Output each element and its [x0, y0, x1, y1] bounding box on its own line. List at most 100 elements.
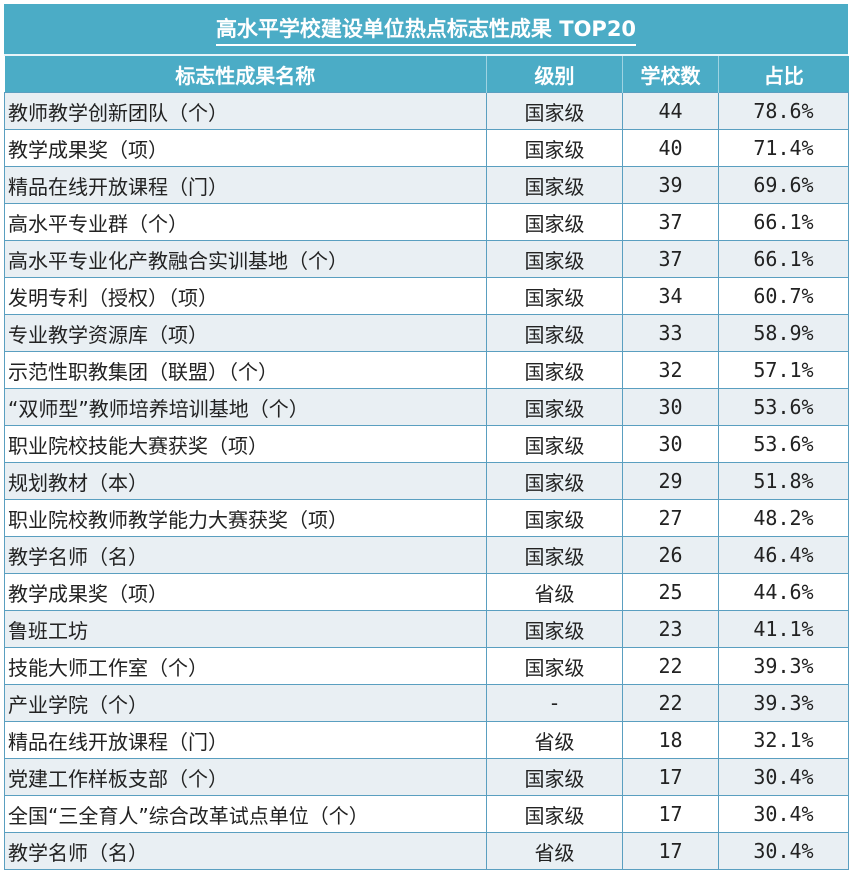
cell-level: 国家级 — [486, 462, 623, 500]
cell-school-count: 17 — [622, 758, 719, 796]
cell-ratio: 51.8% — [718, 462, 849, 500]
table-row: 规划教材（本） 国家级 29 51.8% — [4, 462, 849, 500]
cell-name: 教学名师（名） — [4, 536, 487, 574]
cell-ratio: 48.2% — [718, 499, 849, 537]
cell-ratio: 39.3% — [718, 647, 849, 685]
cell-name: 全国“三全育人”综合改革试点单位（个） — [4, 795, 487, 833]
cell-level: 国家级 — [486, 536, 623, 574]
cell-level: 国家级 — [486, 795, 623, 833]
cell-school-count: 37 — [622, 203, 719, 241]
cell-ratio: 53.6% — [718, 425, 849, 463]
cell-school-count: 30 — [622, 425, 719, 463]
cell-name: 发明专利（授权）（项） — [4, 277, 487, 315]
cell-level: 省级 — [486, 832, 623, 870]
table-row: 专业教学资源库（项） 国家级 33 58.9% — [4, 314, 849, 352]
cell-level: 国家级 — [486, 240, 623, 278]
top20-table-container: 高水平学校建设单位热点标志性成果 TOP20 标志性成果名称 级别 学校数 占比… — [4, 4, 849, 870]
cell-school-count: 22 — [622, 684, 719, 722]
cell-name: 高水平专业化产教融合实训基地（个） — [4, 240, 487, 278]
cell-level: 省级 — [486, 721, 623, 759]
cell-school-count: 44 — [622, 92, 719, 130]
cell-name: 党建工作样板支部（个） — [4, 758, 487, 796]
table-row: 教学成果奖（项） 国家级 40 71.4% — [4, 129, 849, 167]
cell-ratio: 46.4% — [718, 536, 849, 574]
cell-name: 教学成果奖（项） — [4, 129, 487, 167]
header-level: 级别 — [486, 56, 623, 93]
table-row: 精品在线开放课程（门） 省级 18 32.1% — [4, 721, 849, 759]
cell-ratio: 71.4% — [718, 129, 849, 167]
cell-name: 精品在线开放课程（门） — [4, 721, 487, 759]
table-header-row: 标志性成果名称 级别 学校数 占比 — [4, 56, 849, 93]
header-ratio: 占比 — [718, 56, 849, 93]
cell-school-count: 17 — [622, 832, 719, 870]
cell-school-count: 37 — [622, 240, 719, 278]
cell-name: 高水平专业群（个） — [4, 203, 487, 241]
table-row: 发明专利（授权）（项） 国家级 34 60.7% — [4, 277, 849, 315]
cell-school-count: 23 — [622, 610, 719, 648]
cell-ratio: 57.1% — [718, 351, 849, 389]
cell-level: 国家级 — [486, 647, 623, 685]
cell-ratio: 41.1% — [718, 610, 849, 648]
cell-school-count: 29 — [622, 462, 719, 500]
cell-level: 国家级 — [486, 610, 623, 648]
cell-name: 技能大师工作室（个） — [4, 647, 487, 685]
cell-ratio: 30.4% — [718, 795, 849, 833]
cell-name: 教师教学创新团队（个） — [4, 92, 487, 130]
cell-name: 鲁班工坊 — [4, 610, 487, 648]
cell-ratio: 66.1% — [718, 203, 849, 241]
cell-level: 国家级 — [486, 758, 623, 796]
cell-ratio: 69.6% — [718, 166, 849, 204]
table-title: 高水平学校建设单位热点标志性成果 TOP20 — [215, 13, 637, 46]
cell-name: 示范性职教集团（联盟）（个） — [4, 351, 487, 389]
cell-school-count: 32 — [622, 351, 719, 389]
cell-school-count: 17 — [622, 795, 719, 833]
cell-level: 省级 — [486, 573, 623, 611]
cell-level: 国家级 — [486, 129, 623, 167]
cell-school-count: 30 — [622, 388, 719, 426]
table-row: 鲁班工坊 国家级 23 41.1% — [4, 610, 849, 648]
cell-school-count: 33 — [622, 314, 719, 352]
table-row: 教学名师（名） 国家级 26 46.4% — [4, 536, 849, 574]
cell-ratio: 58.9% — [718, 314, 849, 352]
cell-name: 职业院校教师教学能力大赛获奖（项） — [4, 499, 487, 537]
cell-school-count: 27 — [622, 499, 719, 537]
cell-name: 产业学院（个） — [4, 684, 487, 722]
header-name: 标志性成果名称 — [4, 56, 487, 93]
cell-ratio: 60.7% — [718, 277, 849, 315]
table-row: 高水平专业群（个） 国家级 37 66.1% — [4, 203, 849, 241]
cell-level: - — [486, 684, 623, 722]
cell-level: 国家级 — [486, 314, 623, 352]
table-row: 教学名师（名） 省级 17 30.4% — [4, 832, 849, 870]
header-school-count: 学校数 — [622, 56, 719, 93]
cell-level: 国家级 — [486, 351, 623, 389]
table-row: 精品在线开放课程（门） 国家级 39 69.6% — [4, 166, 849, 204]
cell-ratio: 66.1% — [718, 240, 849, 278]
cell-school-count: 22 — [622, 647, 719, 685]
cell-school-count: 26 — [622, 536, 719, 574]
table-row: “双师型”教师培养培训基地（个） 国家级 30 53.6% — [4, 388, 849, 426]
cell-school-count: 25 — [622, 573, 719, 611]
cell-ratio: 30.4% — [718, 758, 849, 796]
cell-name: 教学成果奖（项） — [4, 573, 487, 611]
cell-name: 职业院校技能大赛获奖（项） — [4, 425, 487, 463]
cell-level: 国家级 — [486, 499, 623, 537]
cell-ratio: 78.6% — [718, 92, 849, 130]
cell-level: 国家级 — [486, 425, 623, 463]
cell-school-count: 34 — [622, 277, 719, 315]
cell-ratio: 44.6% — [718, 573, 849, 611]
cell-level: 国家级 — [486, 388, 623, 426]
table-row: 高水平专业化产教融合实训基地（个） 国家级 37 66.1% — [4, 240, 849, 278]
cell-name: 专业教学资源库（项） — [4, 314, 487, 352]
cell-ratio: 30.4% — [718, 832, 849, 870]
cell-name: 规划教材（本） — [4, 462, 487, 500]
cell-level: 国家级 — [486, 92, 623, 130]
cell-level: 国家级 — [486, 166, 623, 204]
cell-name: 教学名师（名） — [4, 832, 487, 870]
table-row: 教学成果奖（项） 省级 25 44.6% — [4, 573, 849, 611]
cell-school-count: 40 — [622, 129, 719, 167]
cell-ratio: 53.6% — [718, 388, 849, 426]
achievements-table: 标志性成果名称 级别 学校数 占比 教师教学创新团队（个） 国家级 44 78.6% 教… — [4, 56, 849, 870]
table-row: 党建工作样板支部（个） 国家级 17 30.4% — [4, 758, 849, 796]
cell-school-count: 18 — [622, 721, 719, 759]
cell-ratio: 39.3% — [718, 684, 849, 722]
